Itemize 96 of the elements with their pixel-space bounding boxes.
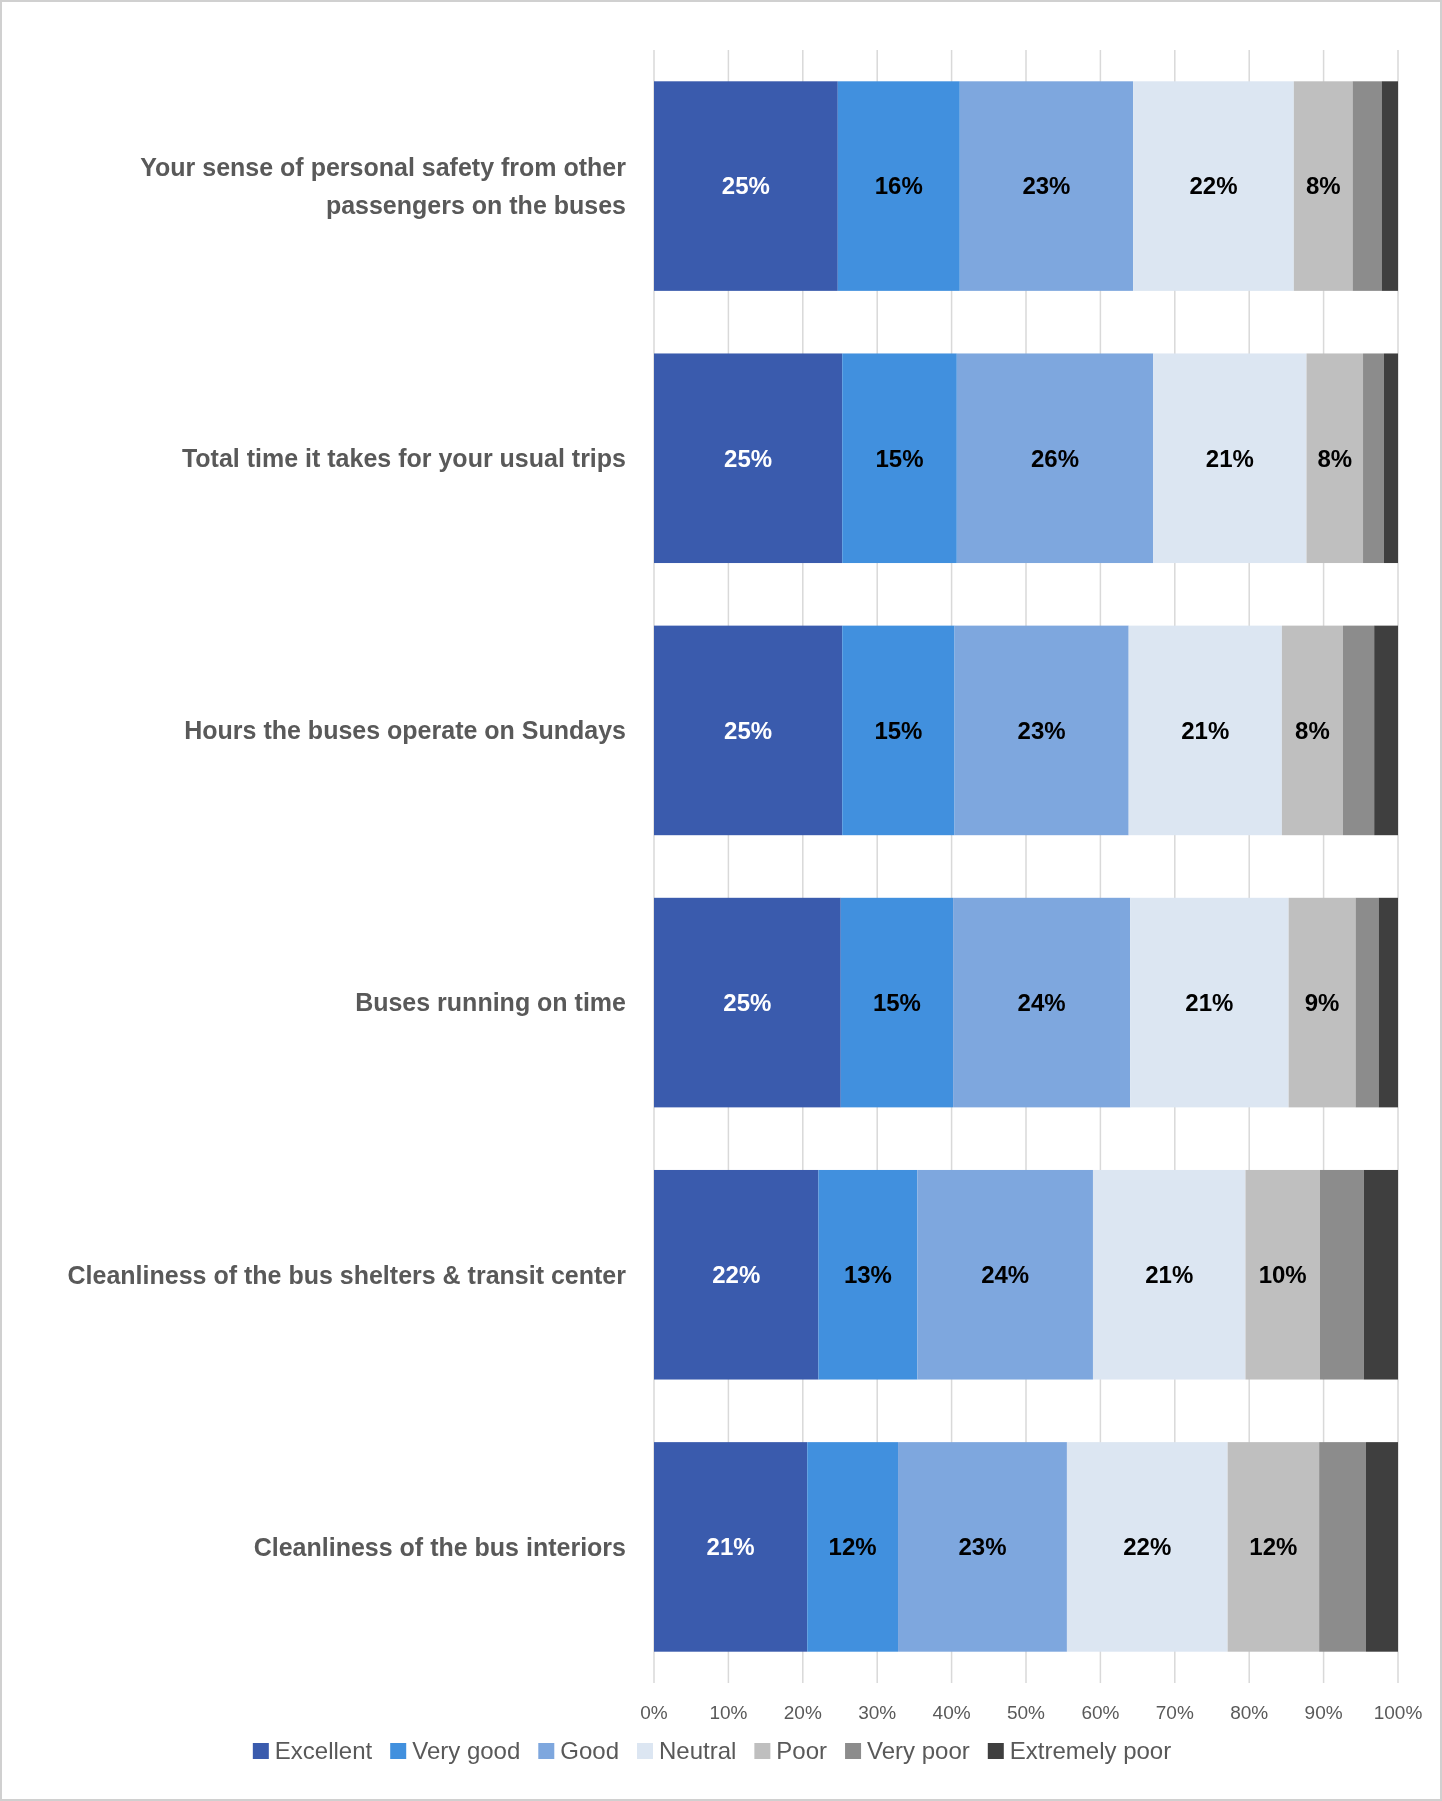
bar [1281, 625, 1343, 836]
bar [1245, 1169, 1320, 1380]
bar [1352, 81, 1382, 291]
bar [1378, 897, 1398, 1108]
bar [1319, 1169, 1364, 1380]
bar [1293, 81, 1353, 291]
data-label: 22% [712, 1261, 761, 1289]
bar [1366, 1442, 1398, 1652]
x-tick-label: 100% [1373, 1701, 1423, 1723]
legend-label: Excellent [274, 1737, 373, 1765]
data-label: 24% [981, 1261, 1030, 1289]
data-label: 21% [1185, 988, 1234, 1016]
bar [1153, 353, 1307, 564]
bar [1355, 897, 1379, 1108]
bar [654, 897, 841, 1108]
data-label: 10% [1258, 1261, 1307, 1289]
bar [956, 353, 1154, 564]
x-tick-label: 80% [1230, 1701, 1269, 1723]
data-label: 22% [1123, 1533, 1172, 1561]
y-tick-label: Your sense of personal safety from other passengers on the buses [140, 152, 627, 219]
data-label: 25% [724, 716, 773, 744]
bar [1306, 353, 1364, 564]
x-tick-label: 90% [1304, 1701, 1343, 1723]
bar [898, 1442, 1067, 1652]
bar [1363, 353, 1384, 564]
y-tick-label: Total time it takes for your usual trips [181, 444, 626, 472]
bar [818, 1169, 918, 1380]
data-label: 12% [1249, 1533, 1298, 1561]
data-label: 24% [1017, 988, 1066, 1016]
x-tick-label: 20% [783, 1701, 822, 1723]
bar [1381, 81, 1398, 291]
bar [654, 1169, 819, 1380]
data-label: 15% [874, 716, 923, 744]
data-label: 23% [958, 1533, 1007, 1561]
data-label: 22% [1189, 172, 1238, 200]
data-label: 21% [1145, 1261, 1194, 1289]
data-label: 13% [843, 1261, 892, 1289]
bar [1363, 1169, 1398, 1380]
x-tick-label: 0% [640, 1701, 668, 1723]
bar [842, 625, 955, 836]
data-label: 23% [1022, 172, 1071, 200]
y-tick-label: Hours the buses operate on Sundays [184, 716, 626, 745]
legend-label: Poor [776, 1737, 828, 1765]
bar [1133, 81, 1294, 291]
legend-label: Very good [412, 1737, 521, 1765]
x-tick-label: 40% [932, 1701, 971, 1723]
legend-label: Neutral [659, 1737, 737, 1765]
y-tick-label: Buses running on time [355, 988, 627, 1017]
data-label: 8% [1295, 716, 1330, 744]
data-label: 15% [872, 988, 921, 1016]
bar [842, 353, 957, 564]
data-label: 8% [1317, 444, 1353, 472]
data-label: 12% [828, 1533, 877, 1561]
data-label: 23% [1017, 716, 1066, 744]
data-label: 25% [721, 172, 770, 200]
y-tick-label: Cleanliness of the bus shelters & transit center [67, 1260, 627, 1289]
bar [654, 353, 843, 564]
bar [1342, 625, 1375, 836]
data-label: 15% [875, 444, 924, 472]
legend-label: Extremely poor [1009, 1737, 1172, 1765]
x-tick-label: 50% [1006, 1701, 1046, 1723]
y-tick-label: Cleanliness of the bus interiors [253, 1532, 626, 1561]
data-label: 21% [1181, 716, 1230, 744]
x-tick-label: 70% [1155, 1701, 1194, 1723]
bar [917, 1169, 1093, 1380]
bar [1227, 1442, 1320, 1652]
bar [1128, 625, 1282, 836]
legend-label: Very poor [867, 1737, 970, 1765]
bar [840, 897, 954, 1108]
bar [953, 897, 1131, 1108]
legend-label: Good [560, 1737, 620, 1765]
data-label: 21% [1205, 444, 1254, 472]
data-label: 9% [1304, 988, 1340, 1016]
bar [1374, 625, 1398, 836]
bar [959, 81, 1134, 291]
data-label: 8% [1305, 172, 1341, 200]
x-tick-label: 10% [709, 1701, 748, 1723]
bar [1383, 353, 1398, 564]
data-label: 21% [706, 1533, 755, 1561]
x-tick-label: 30% [858, 1701, 897, 1723]
data-label: 26% [1030, 444, 1080, 472]
bar [654, 81, 838, 291]
bar [654, 1442, 808, 1652]
bar [654, 625, 843, 836]
bar [807, 1442, 899, 1652]
data-label: 16% [874, 172, 923, 200]
data-label: 25% [724, 444, 773, 472]
bar [1288, 897, 1356, 1108]
x-tick-label: 60% [1081, 1701, 1120, 1723]
bar [1130, 897, 1289, 1108]
bar [837, 81, 960, 291]
data-label: 25% [723, 988, 772, 1016]
bar [1066, 1442, 1228, 1652]
bar [954, 625, 1129, 836]
bar [1319, 1442, 1367, 1652]
bar [1092, 1169, 1246, 1380]
